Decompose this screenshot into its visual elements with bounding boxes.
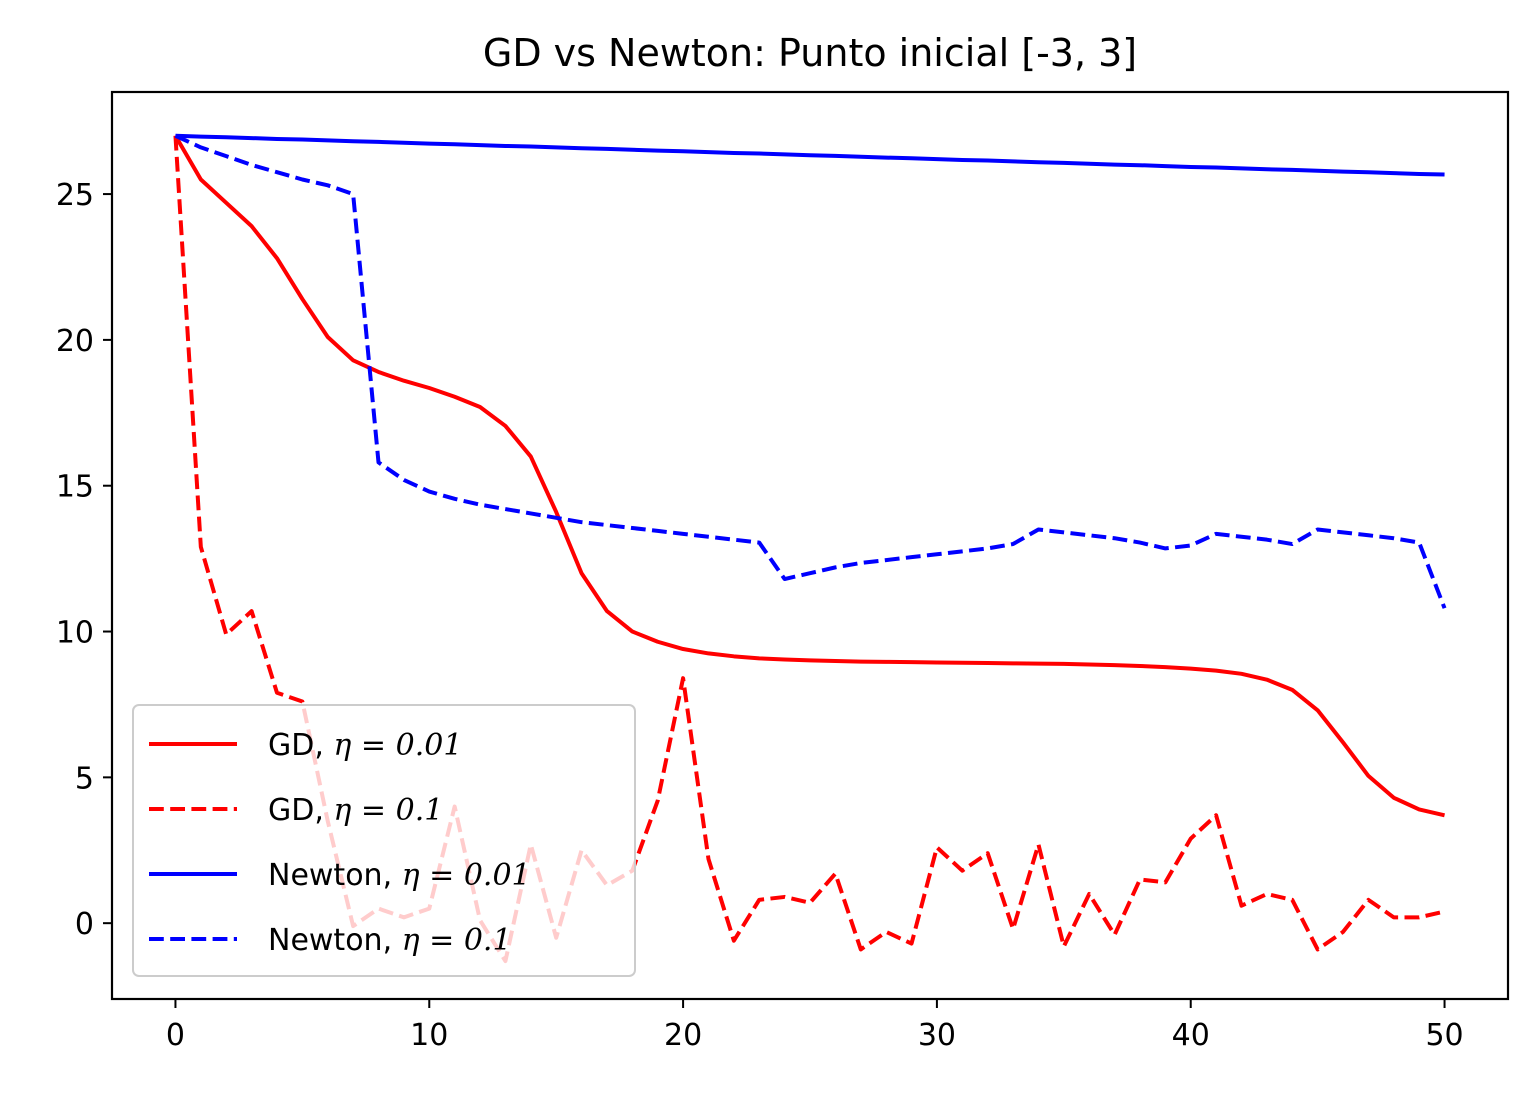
legend: GD, η = 0.01 GD, η = 0.1 Newton, η = 0.01 N… [132,704,636,977]
y-tick-label: 0 [75,907,94,942]
series-line-3 [175,133,1445,177]
legend-label: GD, η = 0.01 [268,728,462,763]
y-tick-label: 15 [56,470,94,505]
x-tick-label: 20 [664,1018,702,1053]
x-tick-label: 10 [410,1018,448,1053]
legend-label: GD, η = 0.1 [268,793,443,828]
x-tick-label: 30 [918,1018,956,1053]
axis-layer: 0 10 20 30 40 50 0 5 10 15 20 25 [56,178,1464,1053]
y-tick-label: 25 [56,178,94,213]
x-tick-label: 40 [1172,1018,1210,1053]
y-tick-label: 5 [75,761,94,796]
y-tick-label: 10 [56,616,94,651]
chart-title: GD vs Newton: Punto inicial [-3, 3] [483,31,1137,75]
series-line-4 [174,133,1447,609]
y-tick-label: 20 [56,324,94,359]
x-tick-label: 0 [166,1018,185,1053]
legend-label: Newton, η = 0.01 [268,858,531,893]
x-tick-label: 50 [1425,1018,1463,1053]
plot-area-frame [110,90,1510,1001]
legend-label: Newton, η = 0.1 [268,923,512,958]
legend-box [132,704,636,977]
series-line-1 [173,134,1445,818]
